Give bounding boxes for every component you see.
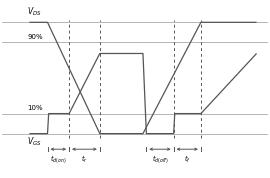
- Text: $t_{d(on)}$: $t_{d(on)}$: [50, 154, 67, 166]
- Text: $t_{d(off)}$: $t_{d(off)}$: [151, 154, 168, 166]
- Text: 90%: 90%: [27, 34, 43, 40]
- Text: $V_{DS}$: $V_{DS}$: [27, 5, 42, 18]
- Text: 10%: 10%: [27, 105, 43, 111]
- Text: $t_r$: $t_r$: [81, 154, 88, 165]
- Text: $V_{GS}$: $V_{GS}$: [27, 136, 42, 148]
- Text: $t_f$: $t_f$: [184, 154, 191, 165]
